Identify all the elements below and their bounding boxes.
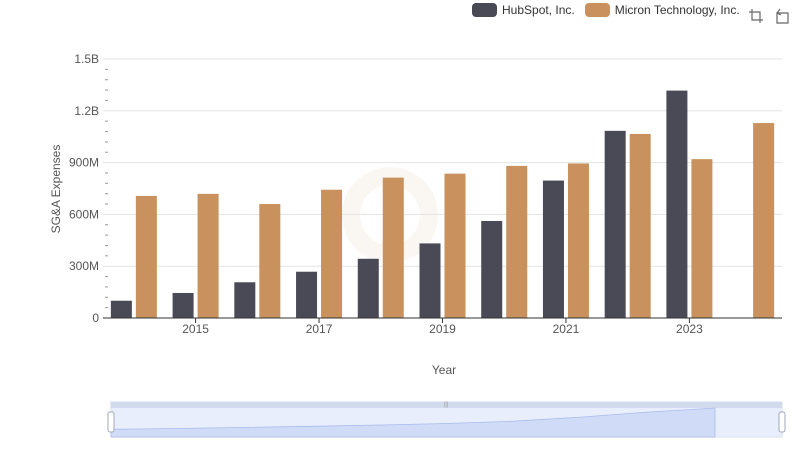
bar-2016-hubspot[interactable]: [234, 282, 256, 318]
legend-swatch-micron: [584, 3, 610, 17]
bar-2014-micron[interactable]: [135, 195, 157, 318]
legend-label-hubspot: HubSpot, Inc.: [502, 3, 575, 17]
legend-swatch-hubspot: [472, 3, 497, 17]
x-tick-label: 2019: [429, 322, 456, 336]
y-tick-label: 600M: [69, 207, 99, 221]
x-axis-title: Year: [432, 363, 456, 377]
y-axis: 0 300M 600M 900M 1.2B 1.5B: [69, 52, 108, 325]
bars: [110, 90, 775, 319]
bar-2014-hubspot[interactable]: [110, 300, 132, 318]
zoom-icon[interactable]: [748, 8, 764, 24]
x-tick-label: 2015: [182, 322, 209, 336]
bar-2023-hubspot[interactable]: [666, 90, 688, 319]
y-tick-label: 0: [92, 311, 99, 325]
bar-2018-micron[interactable]: [382, 177, 404, 318]
bar-2018-hubspot[interactable]: [357, 258, 379, 318]
y-axis-title: SG&A Expenses: [49, 145, 63, 234]
y-tick-label: 300M: [69, 259, 99, 273]
slider-preview-area: [110, 407, 716, 438]
slider-grip-icon: |||: [444, 402, 449, 408]
bar-2020-micron[interactable]: [506, 165, 528, 318]
legend-item-micron[interactable]: Micron Technology, Inc.: [584, 3, 740, 17]
bar-2021-hubspot[interactable]: [542, 180, 564, 318]
x-tick-label: 2017: [306, 322, 333, 336]
legend-label-micron: Micron Technology, Inc.: [614, 3, 740, 17]
bar-2020-hubspot[interactable]: [481, 220, 503, 318]
x-tick-label: 2021: [553, 322, 580, 336]
bar-2015-hubspot[interactable]: [172, 292, 194, 318]
legend-item-hubspot[interactable]: HubSpot, Inc.: [472, 3, 575, 17]
bar-2022-hubspot[interactable]: [604, 130, 626, 318]
data-zoom-slider[interactable]: |||: [107, 401, 786, 438]
y-tick-label: 1.5B: [74, 52, 99, 66]
bar-2021-micron[interactable]: [567, 163, 589, 318]
slider-handle-left[interactable]: [107, 411, 115, 433]
bar-2017-micron[interactable]: [321, 189, 343, 318]
bar-2016-micron[interactable]: [259, 204, 281, 318]
legend: HubSpot, Inc. Micron Technology, Inc.: [472, 3, 750, 17]
bar-2022-micron[interactable]: [629, 133, 651, 318]
bar-2024-micron[interactable]: [753, 123, 775, 319]
bar-2023-micron[interactable]: [691, 159, 713, 318]
y-tick-label: 900M: [69, 156, 99, 170]
bar-2015-micron[interactable]: [197, 193, 219, 318]
x-axis: 2015 2017 2019 2021 2023: [182, 318, 703, 336]
slider-top-bar[interactable]: [111, 402, 782, 408]
slider-handle-right[interactable]: [778, 411, 786, 433]
bar-2017-hubspot[interactable]: [296, 271, 318, 318]
bar-2019-micron[interactable]: [444, 173, 466, 318]
x-tick-label: 2023: [676, 322, 703, 336]
bar-2019-hubspot[interactable]: [419, 243, 441, 318]
y-tick-label: 1.2B: [74, 104, 99, 118]
restore-icon[interactable]: [774, 8, 790, 24]
